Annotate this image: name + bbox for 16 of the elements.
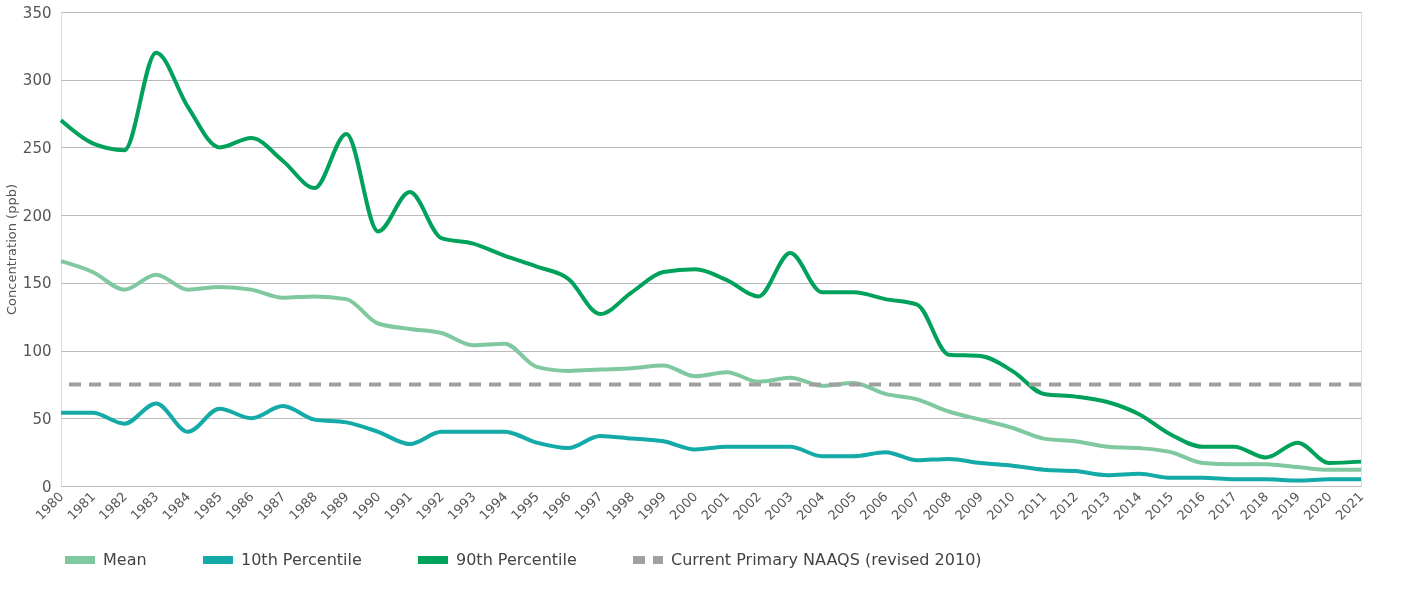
y-tick-label: 200 <box>22 206 52 225</box>
legend-label: Current Primary NAAQS (revised 2010) <box>671 550 982 569</box>
y-tick-label: 150 <box>22 274 52 293</box>
y-tick-label: 250 <box>22 138 52 157</box>
line-series <box>59 259 1363 472</box>
y-tick-label: 50 <box>32 409 52 428</box>
line-series <box>59 401 1363 483</box>
y-tick-label: 350 <box>22 3 52 22</box>
y-axis-title: Concentration (ppb) <box>3 184 19 315</box>
y-tick-label: 300 <box>22 71 52 90</box>
y-tick-label: 0 <box>41 477 52 496</box>
line-series <box>59 50 1363 465</box>
legend-label: 10th Percentile <box>241 550 362 569</box>
legend-label: Mean <box>103 550 147 569</box>
legend-label: 90th Percentile <box>456 550 577 569</box>
y-tick-label: 100 <box>22 342 52 361</box>
